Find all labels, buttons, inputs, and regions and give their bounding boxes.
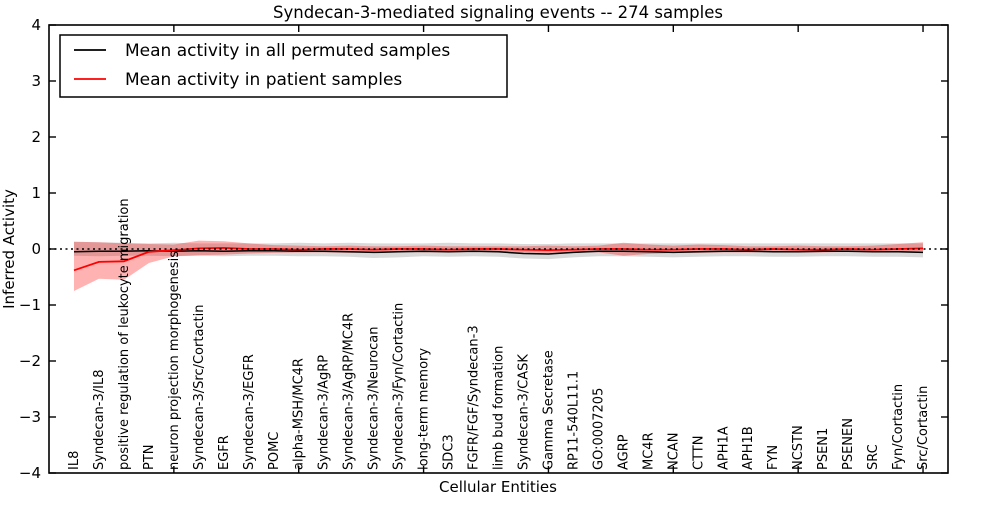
category-label: APH1B — [741, 426, 756, 470]
y-tick-label: 2 — [31, 128, 41, 146]
legend-label-patient: Mean activity in patient samples — [125, 70, 402, 90]
y-tick-label: −3 — [19, 408, 41, 426]
y-tick-label: 0 — [31, 240, 41, 258]
category-label: CTTN — [691, 436, 706, 470]
category-label: PSEN1 — [816, 428, 831, 470]
category-label: Syndecan-3/AgRP — [317, 355, 332, 470]
permuted-band — [74, 241, 923, 260]
category-label: neuron projection morphogenesis — [167, 251, 182, 470]
category-label: POMC — [267, 432, 282, 470]
category-label: FGFR/FGF/Syndecan-3 — [467, 325, 482, 470]
category-label: Syndecan-3/CASK — [517, 354, 532, 470]
category-label: AGRP — [616, 434, 631, 470]
category-label: APH1A — [716, 426, 731, 470]
category-label: FYN — [766, 445, 781, 470]
y-tick-label: −2 — [19, 352, 41, 370]
y-tick-label: −1 — [19, 296, 41, 314]
category-label: Syndecan-3/EGFR — [242, 354, 257, 470]
legend: Mean activity in all permuted samples Me… — [59, 34, 508, 98]
category-label: Syndecan-3/IL8 — [92, 370, 107, 470]
y-tick-label: −4 — [19, 464, 41, 482]
plot-border — [48, 24, 949, 474]
patient-band — [74, 240, 923, 291]
category-label: Gamma Secretase — [541, 350, 556, 470]
category-label: PTN — [142, 444, 157, 470]
category-label: Src/Cortactin — [916, 386, 931, 470]
legend-label-permuted: Mean activity in all permuted samples — [125, 41, 450, 61]
category-label: PSENEN — [841, 418, 856, 470]
y-axis-label: Inferred Activity — [0, 189, 18, 309]
category-label: Syndecan-3/Fyn/Cortactin — [392, 303, 407, 470]
category-label: SDC3 — [442, 434, 457, 470]
category-label: alpha-MSH/MC4R — [292, 358, 307, 470]
category-label: NCSTN — [791, 425, 806, 470]
category-label: positive regulation of leukocyte migrati… — [117, 198, 132, 470]
category-label: Syndecan-3/Neurocan — [367, 327, 382, 470]
category-label: limb bud formation — [492, 346, 507, 470]
y-tick-label: 1 — [31, 184, 41, 202]
category-label: Fyn/Cortactin — [891, 384, 906, 470]
category-label: MC4R — [641, 432, 656, 470]
category-label: IL8 — [67, 451, 82, 470]
permuted-mean-line — [73, 249, 924, 255]
category-label: Syndecan-3/Src/Cortactin — [192, 304, 207, 470]
category-label: RP11-540L11.1 — [566, 371, 581, 470]
category-label: Syndecan-3/AgRP/MC4R — [342, 313, 357, 470]
category-label: GO:0007205 — [591, 388, 606, 470]
chart-title: Syndecan-3-mediated signaling events -- … — [273, 3, 723, 22]
y-tick-label: 4 — [31, 16, 41, 34]
category-label: SRC — [866, 444, 881, 470]
legend-box — [59, 34, 508, 98]
category-label: long-term memory — [417, 348, 432, 470]
plot-area: −4 −3 −2 −1 0 1 2 3 4 IL8 Syndecan-3/IL8 positive r… — [19, 16, 948, 482]
category-label: EGFR — [217, 435, 232, 470]
y-tick-label: 3 — [31, 72, 41, 90]
category-label: NCAN — [666, 433, 681, 470]
x-axis-label: Cellular Entities — [439, 478, 557, 496]
